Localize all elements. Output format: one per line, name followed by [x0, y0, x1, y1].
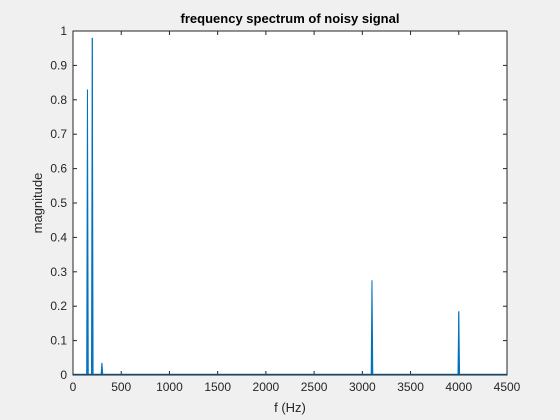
x-tick-label: 500 — [111, 380, 131, 394]
y-tick-label: 0.9 — [50, 58, 67, 72]
x-tick-label: 2000 — [253, 380, 280, 394]
series-layer — [73, 37, 507, 375]
x-tick-label: 1000 — [156, 380, 183, 394]
axes-box — [72, 30, 508, 376]
y-tick-label: 0.2 — [50, 299, 67, 313]
y-tick-label: 0.4 — [50, 230, 67, 244]
y-tick-label: 0.5 — [50, 196, 67, 210]
y-tick-label: 0.8 — [50, 93, 67, 107]
y-tick-label: 0.1 — [50, 334, 67, 348]
y-tick-label: 1 — [60, 24, 67, 38]
plot-area — [73, 31, 507, 375]
x-tick-label: 0 — [70, 380, 77, 394]
chart-title: frequency spectrum of noisy signal — [181, 11, 400, 26]
x-axis: 0 500 1000 1500 2000 2500 3000 3500 4000 4500 — [70, 31, 521, 394]
y-tick-label: 0 — [60, 368, 67, 382]
y-axis-label: magnitude — [30, 173, 45, 234]
x-tick-label: 3500 — [397, 380, 424, 394]
x-tick-label: 1500 — [204, 380, 231, 394]
x-tick-label: 3000 — [349, 380, 376, 394]
x-axis-label: f (Hz) — [274, 400, 306, 415]
y-axis: 0 0.1 0.2 0.3 0.4 0.5 0.6 0.7 0.8 0.9 1 — [50, 24, 507, 382]
x-tick-label: 2500 — [301, 380, 328, 394]
y-tick-label: 0.3 — [50, 265, 67, 279]
x-tick-label: 4500 — [494, 380, 521, 394]
y-tick-label: 0.7 — [50, 127, 67, 141]
y-tick-label: 0.6 — [50, 162, 67, 176]
x-tick-label: 4000 — [445, 380, 472, 394]
